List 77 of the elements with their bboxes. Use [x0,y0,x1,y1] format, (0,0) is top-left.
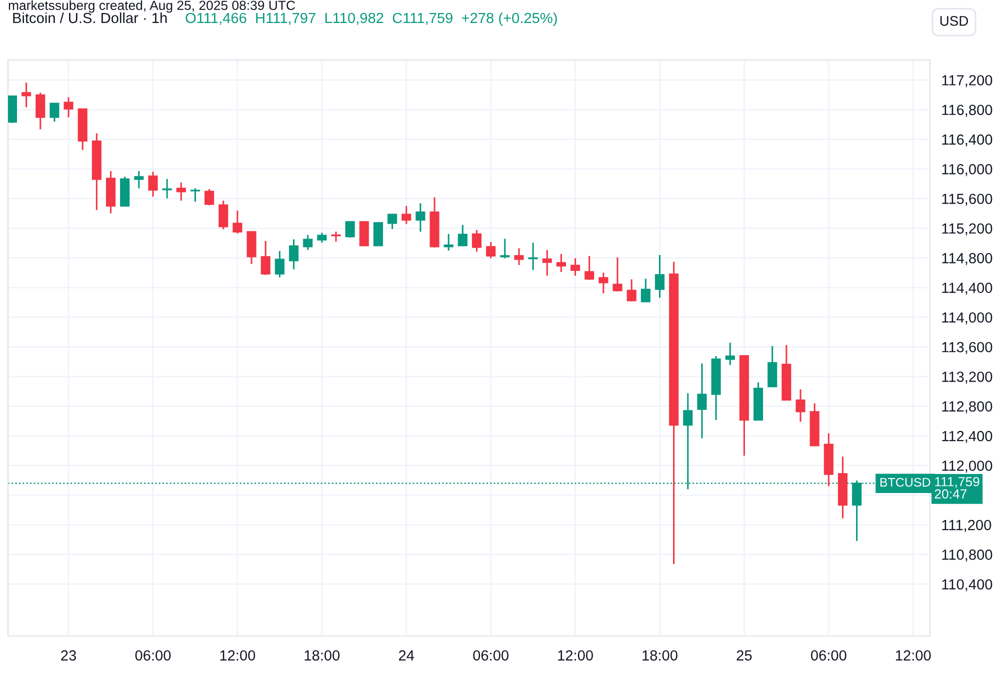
candlestick [654,254,665,298]
candlestick [260,240,270,276]
candlestick [570,258,580,276]
y-tick-label: 115,200 [942,223,992,236]
y-tick-label: 113,200 [942,372,992,384]
candlestick [162,178,172,200]
y-tick-label: 112,800 [942,401,992,414]
candlestick [768,345,778,388]
candlestick [598,272,608,294]
x-tick-label: 06:00 [135,650,171,661]
chart-subtitle: O111,466 H111,797 L110,982 C111,759 +278 (+0.25%) [186,12,557,26]
text: marketssuberg created, Aug 25, 2025 08:39 UTC [8,0,296,13]
x-tick-label: 12:00 [558,650,593,661]
candlestick [232,210,242,234]
y-tick-label: 114,000 [942,312,992,324]
candlestick [317,232,327,244]
candlestick [204,188,214,206]
y-tick-label: 110,400 [942,579,992,592]
candlestick [345,220,355,238]
y-tick-label: 116,800 [942,104,992,117]
candlestick [542,249,552,276]
candlestick [796,388,806,423]
candlestick [725,342,735,366]
candlestick [486,241,496,260]
candlestick [500,238,510,260]
candlestick [416,202,426,232]
candlestick [331,230,341,242]
candlestick [514,248,524,266]
text: 20:47 [934,489,967,499]
chart-title: Bitcoin / U.S. Dollar · 1h [13,12,167,24]
x-tick-label: 12:00 [220,650,256,661]
candlestick [36,92,46,130]
candlestick [218,200,228,230]
ref-line-label: 111,759 [935,476,980,488]
candlestick [64,96,74,118]
candlestick [274,250,284,278]
candlestick [388,214,398,230]
candlestick [22,82,32,108]
text: USD [940,16,968,26]
y-tick-label: 114,800 [942,253,992,266]
candlestick [176,182,186,202]
y-tick-label: 114,400 [942,282,992,295]
candlestick [190,188,200,202]
candlestick [458,224,468,247]
y-tick-label: 112,000 [942,460,992,473]
candlestick [626,278,636,302]
y-tick-label: 110,800 [942,550,992,562]
x-tick-label: 12:00 [896,650,931,661]
candlestick [402,205,412,225]
candlestick [472,229,482,252]
candlestick [697,362,707,440]
candlestick [134,170,144,190]
y-tick-label: 112,400 [942,430,992,443]
candlestick [556,253,566,273]
candlestick [584,255,594,281]
candlestick [50,102,60,122]
x-tick-label: 06:00 [473,650,508,661]
candlestick [640,278,650,303]
y-tick-label: 111,200 [942,520,992,532]
candlestick [373,222,383,246]
candlestick [148,170,158,198]
y-tick-label: 115,600 [942,194,992,206]
candlestick [612,256,622,292]
x-tick-label: 18:00 [642,650,678,661]
x-tick-label: 24 [398,650,414,660]
x-tick-label: 18:00 [304,650,340,661]
annotation: BTCUSD [880,478,930,487]
y-tick-label: 113,600 [942,342,992,354]
x-tick-label: 23 [61,650,76,661]
candlestick [303,234,313,251]
y-tick-label: 117,200 [942,75,992,88]
y-tick-label: 116,400 [942,134,992,146]
candlestick [444,233,454,252]
x-tick-label: 06:00 [810,650,846,661]
candlestick [288,238,299,270]
x-tick-label: 25 [736,650,752,661]
y-tick-label: 116,000 [942,164,992,176]
